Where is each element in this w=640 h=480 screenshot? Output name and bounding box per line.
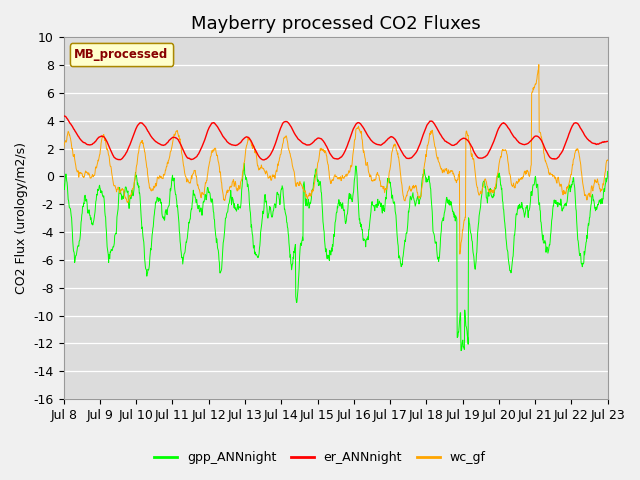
Legend: MB_processed: MB_processed [70,43,173,66]
Y-axis label: CO2 Flux (urology/m2/s): CO2 Flux (urology/m2/s) [15,142,28,294]
Title: Mayberry processed CO2 Fluxes: Mayberry processed CO2 Fluxes [191,15,481,33]
Legend: gpp_ANNnight, er_ANNnight, wc_gf: gpp_ANNnight, er_ANNnight, wc_gf [149,446,491,469]
